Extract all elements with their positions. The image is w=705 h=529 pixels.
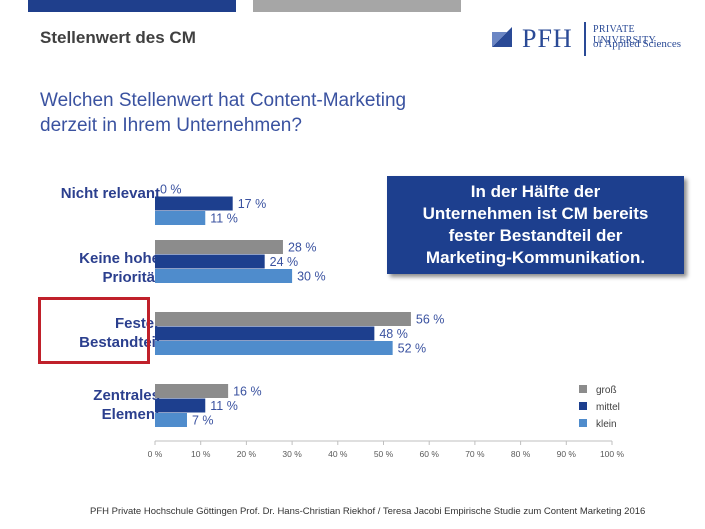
x-tick-label: 80 %	[511, 449, 531, 459]
top-accent-bar-blue	[28, 0, 236, 12]
callout-box: In der Hälfte der Unternehmen ist CM ber…	[387, 176, 684, 274]
bar-value-label: 48 %	[379, 327, 408, 341]
category-label-line: Element	[101, 406, 160, 423]
legend-label: groß	[596, 385, 617, 396]
slide-question: Welchen Stellenwert hat Content-Marketin…	[40, 88, 406, 138]
x-tick-label: 50 %	[374, 449, 394, 459]
bar-value-label: 56 %	[416, 313, 445, 327]
bar	[155, 326, 375, 341]
bar	[155, 312, 411, 326]
bar-value-label: 11 %	[210, 399, 238, 413]
category-label-line: Priorität	[102, 269, 160, 286]
bar	[155, 269, 293, 283]
logo-subtitle-line2: of Applied Sciences	[593, 38, 681, 50]
legend-swatch	[579, 385, 587, 393]
legend-label: klein	[596, 419, 617, 430]
logo-divider	[584, 22, 586, 56]
legend-label: mittel	[596, 402, 620, 413]
category-label-nicht-relevant: Nicht relevant	[10, 184, 160, 203]
bar-value-label: 30 %	[297, 270, 326, 284]
bar-value-label: 17 %	[238, 197, 267, 211]
bar	[155, 384, 229, 398]
bar	[155, 413, 187, 427]
x-tick-label: 30 %	[282, 449, 302, 459]
callout-line-2: Unternehmen ist CM bereits	[422, 204, 649, 223]
bar-value-label: 28 %	[288, 241, 317, 255]
x-tick-label: 10 %	[191, 449, 211, 459]
bar	[155, 341, 393, 355]
x-tick-label: 40 %	[328, 449, 348, 459]
x-tick-label: 0 %	[148, 449, 163, 459]
top-accent-bar-gray	[253, 0, 461, 12]
logo-subtitle-line1: PRIVATE UNIVERSITY	[593, 24, 656, 46]
x-tick-label: 60 %	[420, 449, 440, 459]
x-tick-label: 20 %	[237, 449, 257, 459]
legend-swatch	[579, 419, 587, 427]
logo-wordmark: PFH	[522, 24, 573, 53]
bar	[155, 254, 265, 269]
x-tick-label: 90 %	[557, 449, 577, 459]
highlight-box	[38, 297, 150, 364]
question-line-1: Welchen Stellenwert hat Content-Marketin…	[40, 90, 407, 111]
category-label-line: Zentrales	[93, 387, 160, 404]
category-label-line: Bestandteil	[79, 334, 160, 351]
category-label-keine-hohe-prioritaet: Keine hohe Priorität	[10, 249, 160, 287]
callout-line-1: In der Hälfte der	[470, 182, 601, 201]
x-tick-label: 100 %	[600, 449, 625, 459]
bar	[155, 398, 206, 413]
bar	[155, 211, 206, 225]
category-label-line: Keine hohe	[79, 250, 160, 267]
question-line-2: derzeit in Ihrem Unternehmen?	[40, 115, 302, 136]
legend-swatch	[579, 402, 587, 410]
bar	[155, 240, 283, 254]
callout-line-4: Marketing-Kommunikation.	[425, 248, 646, 267]
bar-value-label: 52 %	[398, 342, 427, 356]
bar-value-label: 11 %	[210, 212, 238, 226]
bar-value-label: 24 %	[270, 255, 299, 269]
bar-value-label: 16 %	[233, 385, 262, 399]
pfh-logo: PFH PRIVATE UNIVERSITY of Applied Scienc…	[482, 20, 697, 56]
slide-footer: PFH Private Hochschule Göttingen Prof. D…	[90, 506, 646, 517]
category-label-zentrales-element: Zentrales Element	[10, 386, 160, 424]
bar-value-label: 0 %	[160, 183, 182, 197]
bar	[155, 196, 233, 211]
callout-line-3: fester Bestandteil der	[448, 226, 623, 245]
x-tick-label: 70 %	[465, 449, 485, 459]
category-label-line: Nicht relevant	[60, 185, 160, 202]
bar-value-label: 7 %	[192, 414, 214, 428]
pfh-logo-mark-icon	[492, 27, 512, 47]
slide-header-title: Stellenwert des CM	[40, 28, 196, 47]
